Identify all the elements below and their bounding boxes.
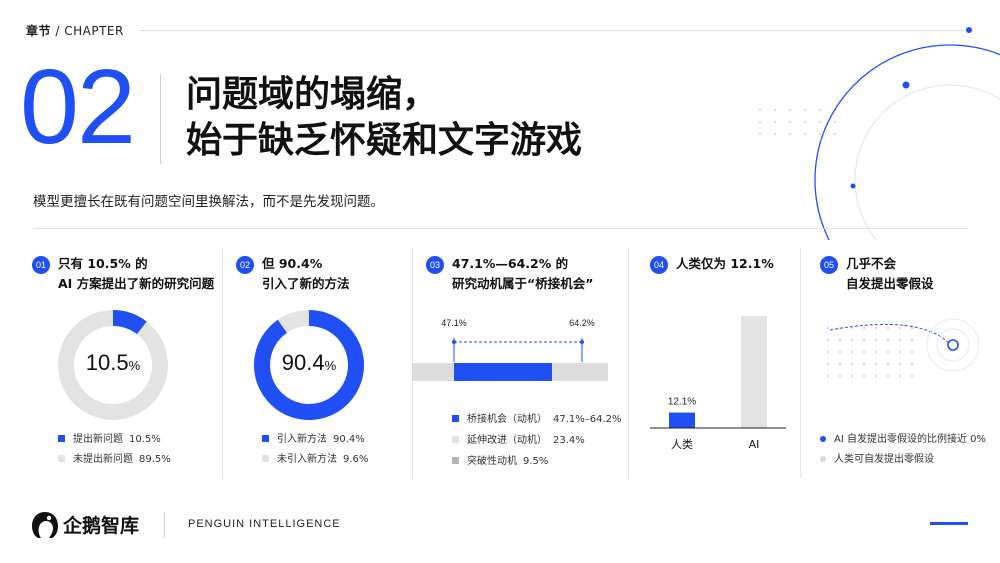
legend-swatch (262, 435, 269, 442)
legend-value: 47.1%–64.2% (553, 414, 622, 425)
title-line-2: 始于缺乏怀疑和文字游戏 (186, 120, 583, 161)
panel-4: 04 人类仅为 12.1% 12.1% 人类 87.9% AI (650, 248, 795, 480)
legend-value: 10.5% (129, 434, 161, 445)
legend-label: 提出新问题 (73, 434, 123, 445)
panel-title-line-2: 引入了新的方法 (262, 276, 350, 291)
panel-5: 05 几乎不会 自发提出零假设 AI 自发提出零假设的比例接近 0% 人类可自发… (820, 248, 998, 480)
footer-accent-bar (930, 522, 968, 525)
legend-label: 延伸改进（动机） (467, 435, 547, 446)
target-dot (947, 339, 959, 351)
panel-title-line-2: AI 方案提出了新的研究问题 (58, 276, 215, 291)
range-bar-segment (454, 363, 552, 381)
panel-badge: 03 (426, 256, 444, 274)
panel-title-line-1: 人类仅为 12.1% (676, 256, 774, 271)
legend-item: 突破性动机 9.5% (452, 452, 548, 467)
legend-label: AI 自发提出零假设的比例接近 0% (834, 434, 987, 445)
legend-item: AI 自发提出零假设的比例接近 0% (820, 430, 986, 445)
donut-slice-highlight (112, 310, 147, 335)
panel-title: 47.1%—64.2% 的 研究动机属于“桥接机会” (452, 254, 593, 294)
panel-badge: 02 (236, 256, 254, 274)
legend-item: 人类可自发提出零假设 (820, 450, 934, 465)
title-line-1: 问题域的塌缩， (186, 74, 439, 115)
legend-swatch (58, 455, 65, 462)
legend-label: 桥接机会（动机） (467, 414, 547, 425)
panel-1: 01 只有 10.5% 的 AI 方案提出了新的研究问题 10.5% 提出新问题… (32, 248, 217, 480)
legend-swatch (452, 436, 459, 443)
top-dot (966, 27, 972, 33)
panel-2: 02 但 90.4% 引入了新的方法 90.4% 引入新方法 90.4% 未引入新… (236, 248, 411, 480)
bar-value-label: 12.1% (668, 397, 696, 408)
legend-swatch (820, 436, 826, 442)
legend-item: 延伸改进（动机） 23.4% (452, 431, 585, 446)
donut-center-label: 90.4% (281, 350, 337, 375)
legend-label: 突破性动机 (467, 456, 517, 467)
panel-divider (222, 248, 223, 478)
panel-title-line-1: 47.1%—64.2% 的 (452, 256, 569, 271)
top-divider (140, 30, 970, 31)
panel-title-line-2: 自发提出零假设 (846, 276, 934, 291)
legend-item: 引入新方法 90.4% (262, 430, 365, 445)
bar-chart: 12.1% 人类 87.9% AI (650, 308, 786, 451)
bar-人类 (669, 412, 695, 428)
panel-divider (628, 248, 629, 478)
panel-title: 几乎不会 自发提出零假设 (846, 254, 934, 294)
brand-name-en: PENGUIN INTELLIGENCE (188, 518, 341, 530)
legend-value: 23.4% (553, 435, 585, 446)
donut-center-label: 10.5% (85, 350, 141, 375)
range-right-label: 64.2% (569, 318, 595, 328)
legend-label: 人类可自发提出零假设 (834, 454, 934, 465)
legend-label: 引入新方法 (277, 434, 327, 445)
range-bracket-dot (452, 340, 456, 344)
panel-badge: 04 (650, 256, 668, 274)
legend-swatch (262, 455, 269, 462)
bar-AI (741, 316, 767, 428)
donut-chart (254, 310, 364, 420)
legend-swatch (820, 456, 826, 462)
null-hypothesis-graphic (827, 318, 980, 377)
legend-value: 9.6% (343, 454, 369, 465)
bar-category-label: 人类 (671, 437, 693, 451)
bar-category-label: AI (749, 438, 760, 451)
range-bar-chart: 47.1% 64.2% (412, 318, 608, 381)
panel-badge: 01 (32, 256, 50, 274)
panel-3: 03 47.1%—64.2% 的 研究动机属于“桥接机会” 47.1% 64.2… (412, 248, 626, 480)
trajectory-line (829, 323, 951, 345)
decorative-circles (759, 44, 1000, 240)
legend-label: 未引入新方法 (277, 454, 337, 465)
legend-item: 未引入新方法 9.6% (262, 450, 368, 465)
panel-title-line-2: 研究动机属于“桥接机会” (452, 276, 594, 291)
legend-swatch (452, 457, 459, 464)
subtitle-divider (33, 228, 968, 229)
panel-divider (800, 248, 801, 478)
panel-title-line-1: 几乎不会 (846, 256, 897, 271)
panel-title-line-1: 但 90.4% (262, 256, 323, 271)
panel-badge: 05 (820, 256, 838, 274)
page-title: 问题域的塌缩， 始于缺乏怀疑和文字游戏 (186, 72, 582, 164)
panel-title: 只有 10.5% 的 AI 方案提出了新的研究问题 (58, 254, 214, 294)
legend-value: 89.5% (139, 454, 171, 465)
donut-slice-highlight (254, 310, 364, 420)
penguin-logo-icon (32, 512, 58, 538)
legend-value: 90.4% (333, 434, 365, 445)
legend-swatch (452, 415, 459, 422)
title-divider (160, 74, 161, 164)
bar-value-label: 87.9% (740, 308, 768, 311)
legend-item: 未提出新问题 89.5% (58, 450, 171, 465)
panel-title: 但 90.4% 引入了新的方法 (262, 254, 350, 294)
chapter-label: 章节 / CHAPTER (26, 24, 124, 38)
legend-swatch (58, 435, 65, 442)
brand-name: 企鹅智库 (63, 515, 140, 537)
legend-item: 提出新问题 10.5% (58, 430, 161, 445)
footer-divider (164, 512, 165, 538)
panel-title: 人类仅为 12.1% (676, 254, 774, 274)
legend-value: 9.5% (523, 456, 549, 467)
donut-chart (58, 310, 168, 420)
range-bracket-dot (580, 340, 584, 344)
legend-item: 桥接机会（动机） 47.1%–64.2% (452, 410, 622, 425)
panel-title-line-1: 只有 10.5% 的 (58, 256, 148, 271)
section-number: 02 (20, 48, 136, 166)
page-subtitle: 模型更擅长在既有问题空间里换解法，而不是先发现问题。 (33, 194, 384, 210)
range-left-label: 47.1% (441, 318, 467, 328)
legend-label: 未提出新问题 (73, 454, 133, 465)
